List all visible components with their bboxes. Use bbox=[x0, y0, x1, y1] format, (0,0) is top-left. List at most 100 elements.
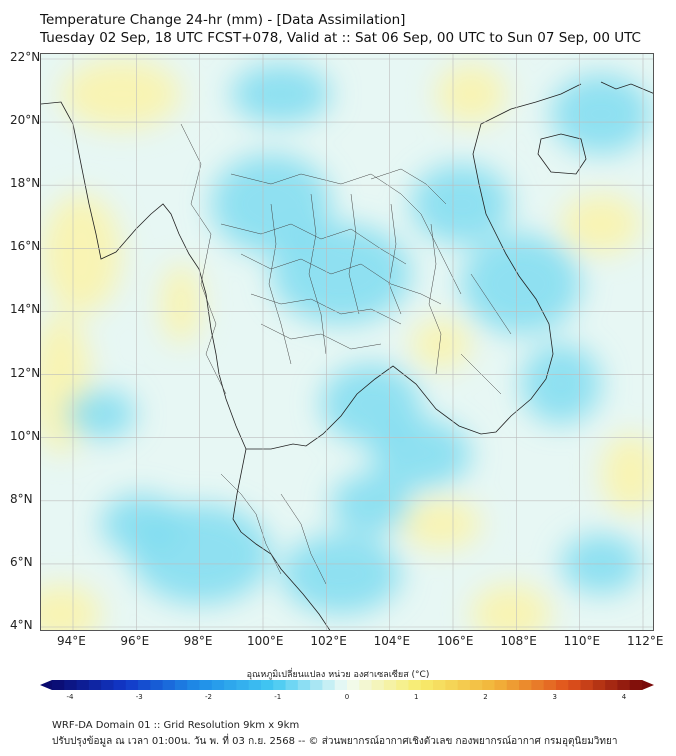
latitude-label: 20°N bbox=[10, 113, 41, 128]
colorbar-max-arrow bbox=[642, 680, 654, 690]
colorbar-cell bbox=[420, 680, 434, 690]
colorbar-cell bbox=[531, 680, 545, 690]
temperature-map bbox=[41, 54, 653, 630]
longitude-label: 96°E bbox=[120, 634, 150, 648]
colorbar-cell bbox=[224, 680, 237, 690]
colorbar-cell bbox=[52, 680, 65, 690]
colorbar bbox=[40, 680, 654, 690]
colorbar-cell bbox=[617, 680, 631, 690]
cool-anomaly bbox=[66, 389, 136, 439]
colorbar-cell bbox=[297, 680, 311, 690]
latitude-label: 22°N bbox=[10, 50, 41, 64]
colorbar-cell bbox=[555, 680, 569, 690]
latitude-label: 4°N bbox=[10, 618, 33, 632]
warm-anomaly bbox=[41, 584, 101, 630]
colorbar-tick-label: -2 bbox=[205, 693, 212, 701]
cool-anomaly bbox=[371, 419, 471, 489]
latitude-label: 18°N bbox=[10, 176, 41, 191]
colorbar-cell bbox=[469, 680, 483, 690]
latitude-label: 10°N bbox=[10, 428, 41, 443]
warm-anomaly bbox=[601, 434, 653, 514]
warm-anomaly bbox=[401, 499, 481, 549]
colorbar-cell bbox=[580, 680, 594, 690]
longitude-label: 98°E bbox=[183, 634, 213, 648]
hainan-island bbox=[537, 133, 587, 175]
warm-anomaly bbox=[411, 319, 471, 369]
colorbar-cell bbox=[174, 680, 188, 690]
colorbar-cell bbox=[334, 680, 348, 690]
colorbar-tick-label: -4 bbox=[66, 693, 74, 701]
gulf-coast-line bbox=[246, 83, 582, 450]
colorbar-title: อุณหภูมิเปลี่ยนแปลง หน่วย องศาเซลเซียส (… bbox=[246, 670, 430, 680]
warm-anomaly bbox=[561, 194, 641, 254]
colorbar-cell bbox=[199, 680, 213, 690]
colorbar-cell bbox=[236, 680, 250, 690]
warm-anomaly bbox=[41, 194, 121, 314]
warm-anomaly bbox=[61, 59, 181, 129]
map-subtitle: Tuesday 02 Sep, 18 UTC FCST+078, Valid a… bbox=[40, 30, 641, 46]
longitude-label: 106°E bbox=[437, 634, 474, 648]
colorbar-cell bbox=[260, 680, 274, 690]
colorbar-cell bbox=[138, 680, 151, 690]
colorbar-cell bbox=[568, 680, 582, 690]
longitude-label: 110°E bbox=[563, 634, 601, 648]
colorbar-cell bbox=[433, 680, 446, 690]
colorbar-cell bbox=[359, 680, 373, 690]
cool-anomaly bbox=[411, 164, 511, 244]
cool-anomaly bbox=[521, 344, 601, 424]
warm-anomaly bbox=[436, 64, 506, 124]
colorbar-cell bbox=[285, 680, 299, 690]
colorbar-cell bbox=[629, 680, 643, 690]
colorbar-tick-label: 4 bbox=[621, 693, 627, 701]
colorbar-tick-label: 2 bbox=[483, 693, 488, 701]
colorbar-cell bbox=[347, 680, 360, 690]
colorbar-cell bbox=[113, 680, 127, 690]
longitude-label: 94°E bbox=[57, 634, 86, 648]
colorbar-tick-label: -3 bbox=[135, 693, 143, 701]
colorbar-cell bbox=[322, 680, 336, 690]
colorbar-cell bbox=[76, 680, 90, 690]
colorbar-cell bbox=[383, 680, 397, 690]
colorbar-cell bbox=[506, 680, 520, 690]
colorbar-cell bbox=[273, 680, 287, 690]
model-info: WRF-DA Domain 01 :: Grid Resolution 9km … bbox=[52, 720, 300, 731]
cool-anomaly bbox=[231, 64, 331, 124]
colorbar-cell bbox=[101, 680, 114, 690]
colorbar-tick-label: 1 bbox=[414, 693, 419, 701]
colorbar-cell bbox=[150, 680, 164, 690]
colorbar-cell bbox=[519, 680, 532, 690]
longitude-label: 102°E bbox=[310, 634, 347, 648]
colorbar-tick-label: -1 bbox=[274, 693, 282, 701]
colorbar-cell bbox=[543, 680, 557, 690]
colorbar-tick-label: 0 bbox=[344, 693, 350, 701]
map-title: Temperature Change 24-hr (mm) - [Data As… bbox=[40, 12, 406, 28]
colorbar-cell bbox=[162, 680, 176, 690]
colorbar-cell bbox=[592, 680, 606, 690]
cool-anomaly bbox=[101, 494, 181, 554]
colorbar-cell bbox=[445, 680, 459, 690]
latitude-label: 16°N bbox=[10, 239, 41, 254]
longitude-label: 108°E bbox=[500, 634, 537, 648]
cool-anomaly bbox=[461, 234, 581, 334]
map-area[interactable] bbox=[40, 53, 654, 631]
colorbar-cell bbox=[457, 680, 471, 690]
colorbar-tick-label: 3 bbox=[552, 693, 557, 701]
colorbar-cell bbox=[408, 680, 422, 690]
credit-line: ปรับปรุงข้อมูล ณ เวลา 01:00น. วัน พ. ที่… bbox=[52, 736, 618, 747]
colorbar-cell bbox=[88, 680, 102, 690]
colorbar-cell bbox=[248, 680, 262, 690]
cool-anomaly bbox=[281, 534, 401, 614]
warm-anomaly bbox=[471, 584, 551, 630]
colorbar-cell bbox=[211, 680, 225, 690]
colorbar-cell bbox=[605, 680, 618, 690]
colorbar-cell bbox=[494, 680, 508, 690]
latitude-label: 14°N bbox=[10, 302, 41, 317]
colorbar-cell bbox=[187, 680, 200, 690]
graticule bbox=[41, 54, 653, 630]
colorbar-cell bbox=[371, 680, 385, 690]
colorbar-cell bbox=[310, 680, 323, 690]
colorbar-min-arrow bbox=[40, 680, 52, 690]
longitude-label: 104°E bbox=[373, 634, 411, 648]
province-borders bbox=[180, 123, 512, 585]
longitude-label: 112°E bbox=[627, 634, 664, 648]
